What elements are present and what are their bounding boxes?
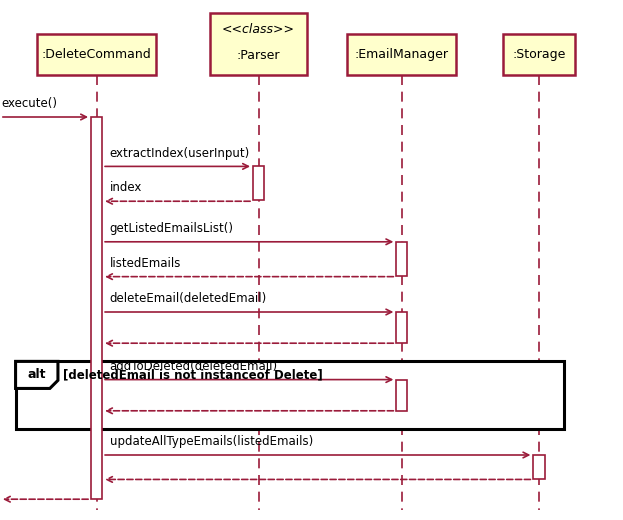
- Text: :EmailManager: :EmailManager: [355, 48, 449, 61]
- FancyBboxPatch shape: [91, 117, 102, 499]
- FancyBboxPatch shape: [253, 166, 264, 200]
- FancyBboxPatch shape: [210, 13, 307, 75]
- FancyBboxPatch shape: [348, 34, 456, 75]
- Text: :Storage: :Storage: [512, 48, 566, 61]
- FancyBboxPatch shape: [16, 361, 564, 429]
- Polygon shape: [16, 361, 58, 388]
- FancyBboxPatch shape: [396, 242, 407, 276]
- Text: alt: alt: [27, 368, 46, 382]
- FancyBboxPatch shape: [37, 34, 156, 75]
- Text: execute(): execute(): [2, 97, 58, 110]
- Text: extractIndex(userInput): extractIndex(userInput): [110, 147, 250, 160]
- Text: :Parser: :Parser: [237, 49, 280, 62]
- Text: addToDeleted(deletedEmail): addToDeleted(deletedEmail): [110, 360, 278, 373]
- FancyBboxPatch shape: [396, 380, 407, 411]
- FancyBboxPatch shape: [396, 312, 407, 343]
- Text: [deletedEmail is not instanceof Delete]: [deletedEmail is not instanceof Delete]: [63, 368, 323, 382]
- Text: :DeleteCommand: :DeleteCommand: [42, 48, 151, 61]
- Text: <<class>>: <<class>>: [222, 23, 295, 36]
- FancyBboxPatch shape: [503, 34, 574, 75]
- Text: listedEmails: listedEmails: [110, 257, 181, 270]
- Text: getListedEmailsList(): getListedEmailsList(): [110, 222, 234, 235]
- FancyBboxPatch shape: [533, 455, 545, 479]
- Text: updateAllTypeEmails(listedEmails): updateAllTypeEmails(listedEmails): [110, 435, 313, 448]
- Text: deleteEmail(deletedEmail): deleteEmail(deletedEmail): [110, 292, 267, 305]
- Text: index: index: [110, 181, 142, 194]
